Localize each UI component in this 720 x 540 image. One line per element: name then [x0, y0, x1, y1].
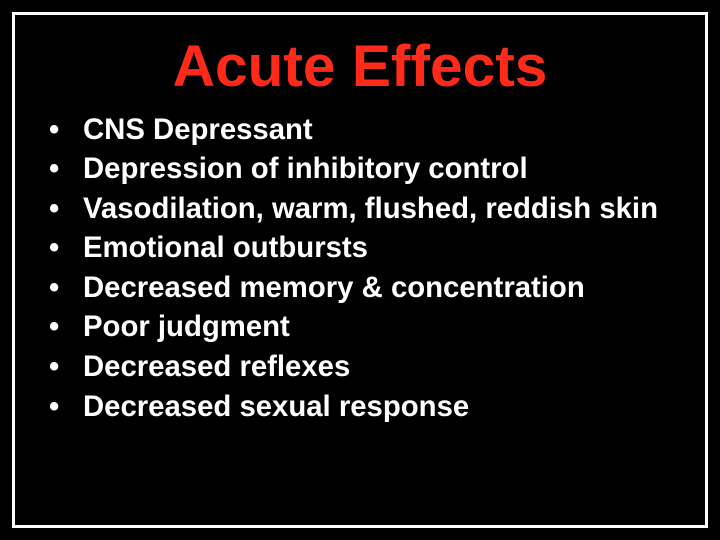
- slide: Acute Effects CNS Depressant Depression …: [0, 0, 720, 540]
- list-item: CNS Depressant: [43, 110, 677, 150]
- list-item: Decreased reflexes: [43, 347, 677, 387]
- bullet-text: Decreased memory & concentration: [83, 271, 585, 304]
- list-item: Vasodilation, warm, flushed, reddish ski…: [43, 189, 677, 229]
- bullet-text: Poor judgment: [83, 310, 290, 343]
- bullet-text: Vasodilation, warm, flushed, reddish ski…: [83, 192, 658, 225]
- bullet-text: Depression of inhibitory control: [83, 152, 528, 185]
- list-item: Depression of inhibitory control: [43, 149, 677, 189]
- slide-title: Acute Effects: [43, 35, 677, 100]
- slide-border: Acute Effects CNS Depressant Depression …: [12, 12, 708, 528]
- list-item: Emotional outbursts: [43, 228, 677, 268]
- bullet-list: CNS Depressant Depression of inhibitory …: [43, 110, 677, 427]
- bullet-text: Decreased reflexes: [83, 350, 350, 383]
- bullet-text: CNS Depressant: [83, 113, 313, 146]
- list-item: Decreased memory & concentration: [43, 268, 677, 308]
- list-item: Decreased sexual response: [43, 387, 677, 427]
- list-item: Poor judgment: [43, 307, 677, 347]
- bullet-text: Decreased sexual response: [83, 390, 469, 423]
- bullet-text: Emotional outbursts: [83, 231, 368, 264]
